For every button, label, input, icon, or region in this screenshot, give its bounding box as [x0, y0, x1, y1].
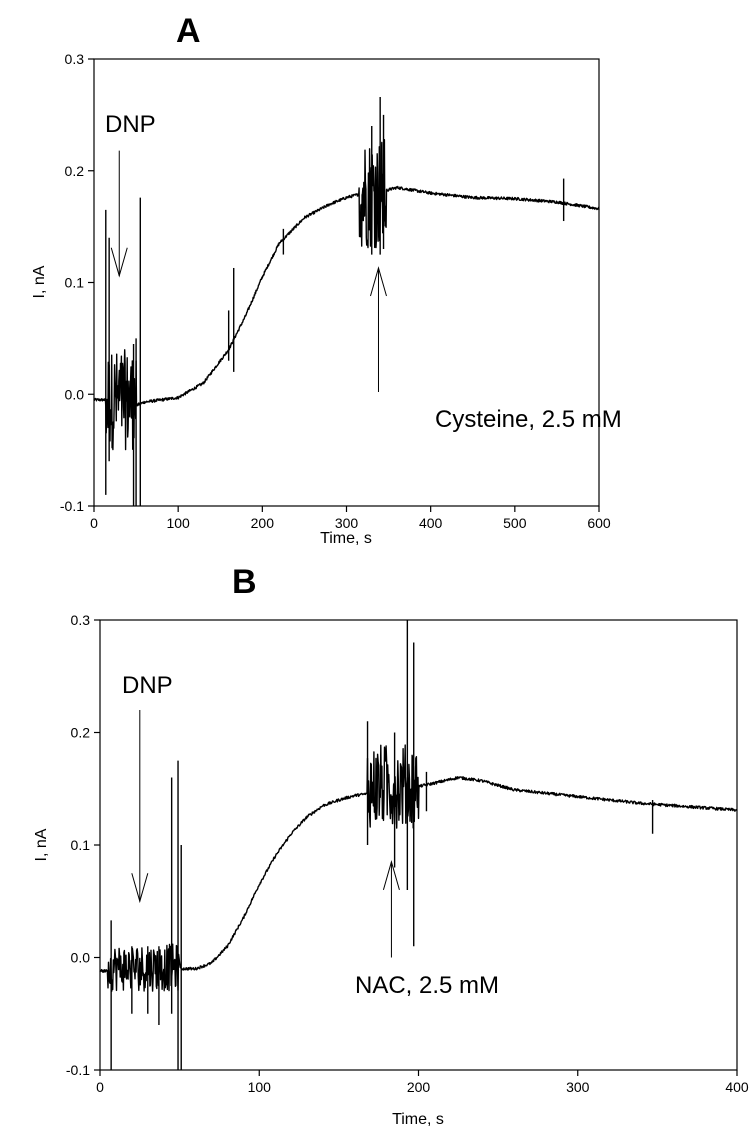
panel-b-x-axis-title: Time, s: [392, 1111, 444, 1128]
reagent-annotation: Cysteine, 2.5 mM: [435, 406, 622, 433]
y-tick-label: 0.2: [71, 725, 91, 741]
x-tick-label: 300: [566, 1079, 590, 1095]
dnp-annotation: DNP: [105, 111, 156, 138]
y-tick-label: 0.1: [71, 837, 91, 853]
annotation-arrowhead: [370, 266, 387, 297]
x-tick-label: 400: [725, 1079, 749, 1095]
panel-a-chart: A 0 100 200 300 400 500 600 -0.1 0.0 0.1 0.2 0.3 D…: [31, 12, 622, 547]
y-tick-label: -0.1: [66, 1062, 90, 1078]
current-trace: [99, 744, 738, 992]
panel-a-x-axis-title: Time, s: [320, 530, 372, 547]
x-tick-label: 300: [335, 515, 359, 531]
y-tick-label: 0.0: [65, 386, 85, 402]
panel-b-y-axis: -0.1 0.0 0.1 0.2 0.3: [66, 612, 100, 1078]
current-trace: [93, 139, 600, 451]
y-tick-label: 0.3: [65, 51, 85, 67]
x-tick-label: 0: [96, 1079, 104, 1095]
panel-a-y-axis: -0.1 0.0 0.1 0.2 0.3: [60, 51, 94, 514]
x-tick-label: 0: [90, 515, 98, 531]
x-tick-label: 400: [419, 515, 443, 531]
panel-a-frame: [93, 58, 600, 507]
panel-b-series: [99, 620, 738, 1070]
x-tick-label: 200: [251, 515, 275, 531]
panel-a-x-axis: 0 100 200 300 400 500 600: [90, 506, 611, 531]
dnp-annotation: DNP: [122, 672, 173, 699]
panel-a-series: [93, 96, 600, 506]
panel-a-annotations: DNP Cysteine, 2.5 mM: [105, 111, 622, 433]
annotation-arrowhead: [131, 873, 149, 904]
y-tick-label: 0.1: [65, 275, 85, 291]
panel-b-frame: [99, 619, 738, 1071]
y-tick-label: 0.2: [65, 163, 85, 179]
x-tick-label: 100: [166, 515, 190, 531]
annotation-arrowhead: [382, 860, 400, 891]
x-tick-label: 100: [248, 1079, 272, 1095]
panel-b-chart: B 0 100 200 300 400 -0.1 0.0 0.1 0.2 0.3 DNP NAC,…: [33, 563, 749, 1128]
y-tick-label: -0.1: [60, 498, 84, 514]
panel-b-letter: B: [232, 563, 257, 601]
x-tick-label: 500: [503, 515, 527, 531]
panel-b-annotations: DNP NAC, 2.5 mM: [122, 672, 499, 999]
reagent-annotation: NAC, 2.5 mM: [355, 972, 499, 999]
panel-a-y-axis-title: I, nA: [31, 265, 48, 298]
y-tick-label: 0.3: [71, 612, 91, 628]
annotation-arrowhead: [110, 247, 128, 278]
x-tick-label: 600: [587, 515, 611, 531]
y-tick-label: 0.0: [71, 950, 91, 966]
panel-a-letter: A: [176, 12, 201, 50]
x-tick-label: 200: [407, 1079, 431, 1095]
panel-b-x-axis: 0 100 200 300 400: [96, 1070, 749, 1095]
panel-b-y-axis-title: I, nA: [33, 828, 50, 861]
